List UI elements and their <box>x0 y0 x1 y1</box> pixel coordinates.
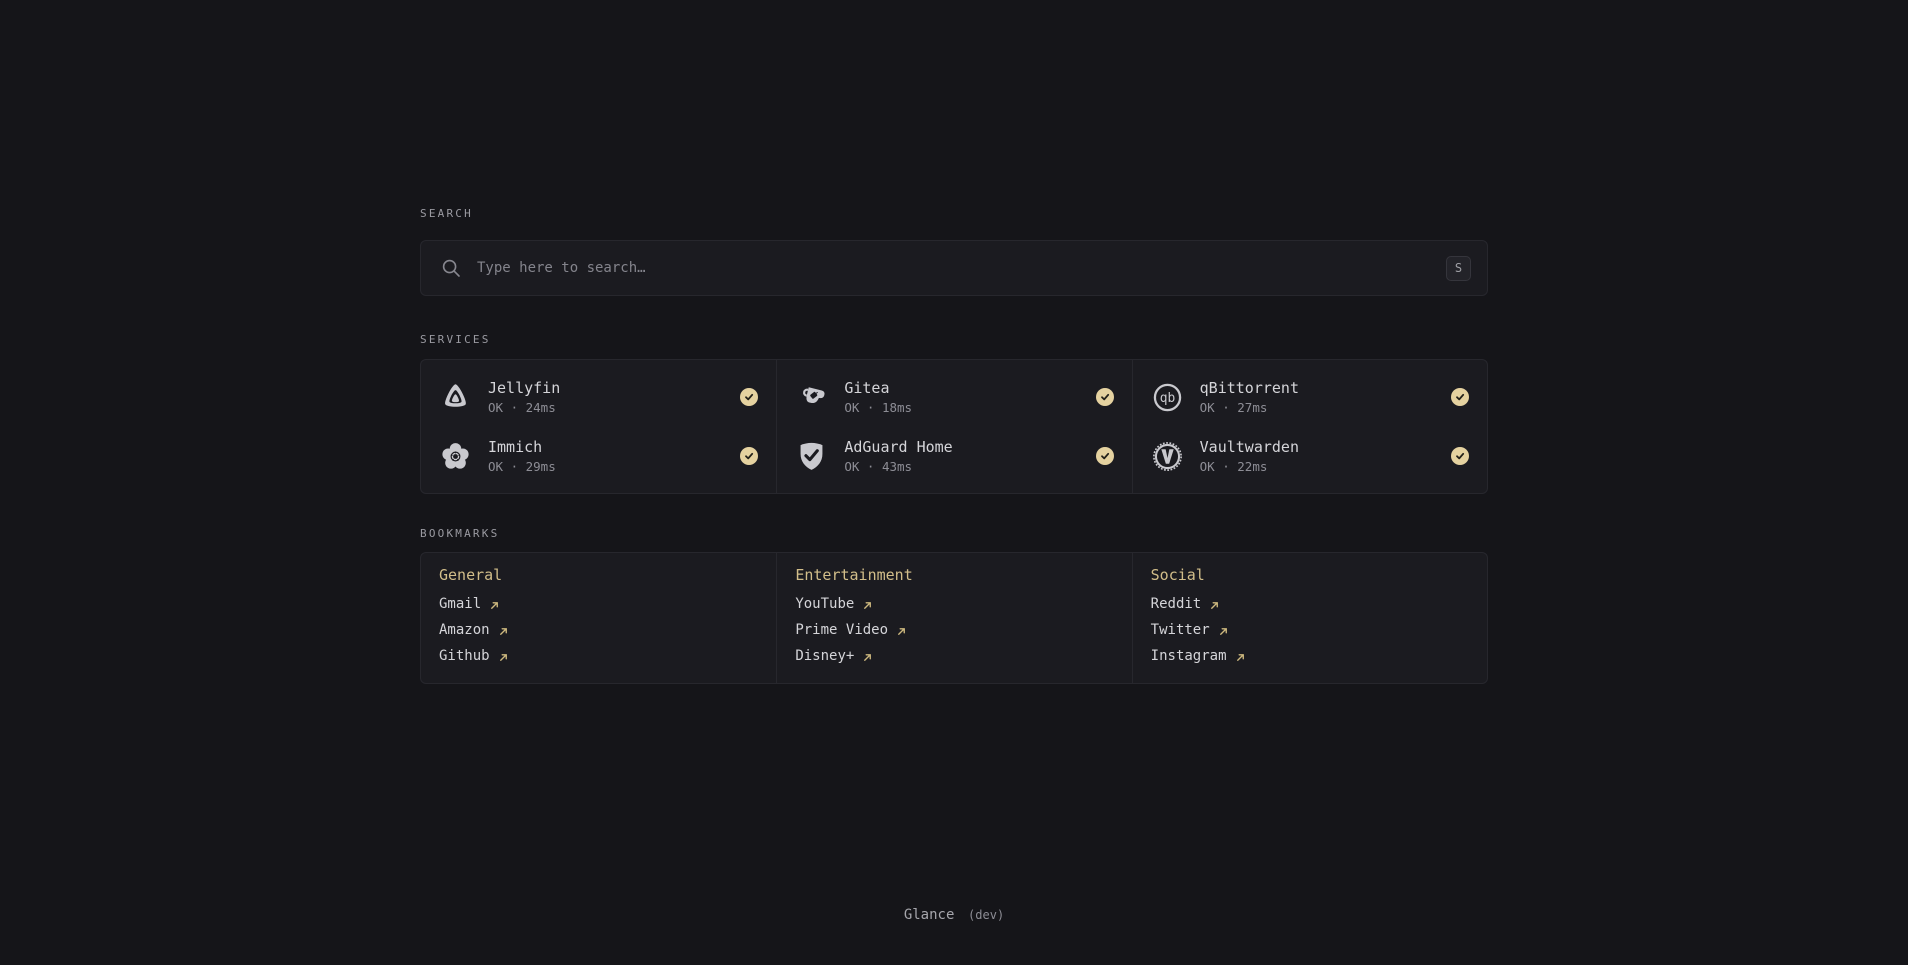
external-link-arrow-icon <box>862 600 873 611</box>
bookmark-link-label: Instagram <box>1150 648 1227 664</box>
service-text: Jellyfin OK · 24ms <box>488 379 560 416</box>
search-section-label: SEARCH <box>420 207 473 220</box>
bookmark-group-social: Social Reddit Twitter Instagram <box>1131 553 1487 683</box>
service-status: OK · 27ms <box>1199 399 1268 415</box>
bookmark-link-label: Amazon <box>439 622 490 638</box>
check-circle-icon[interactable] <box>1451 388 1469 406</box>
bookmark-link-label: Reddit <box>1150 596 1202 612</box>
service-vaultwarden[interactable]: Vaultwarden OK · 22ms <box>1151 431 1469 481</box>
service-text: AdGuard Home OK · 43ms <box>844 438 952 475</box>
services-column-2: Gitea OK · 18ms AdGuard <box>776 360 1131 493</box>
service-status: OK · 43ms <box>844 458 913 474</box>
bookmark-group-title: Entertainment <box>795 566 913 584</box>
bookmark-link-youtube[interactable]: YouTube <box>795 591 873 617</box>
service-status: OK · 22ms <box>1199 458 1268 474</box>
service-name: qBittorrent <box>1199 378 1299 397</box>
search-input[interactable] <box>477 260 1446 276</box>
svg-text:qb: qb <box>1159 391 1175 406</box>
footer: Glance (dev) <box>420 904 1488 923</box>
footer-app-name: Glance <box>903 907 955 923</box>
bookmark-group-entertainment: Entertainment YouTube Prime Video Disney… <box>776 553 1131 683</box>
service-name: Immich <box>488 437 543 456</box>
bookmarks-section-label: BOOKMARKS <box>420 527 500 540</box>
external-link-arrow-icon <box>498 626 509 637</box>
search-shortcut-key[interactable]: S <box>1446 255 1471 281</box>
bookmark-link-disney-plus[interactable]: Disney+ <box>795 643 873 669</box>
vaultwarden-logo-icon <box>1151 440 1184 473</box>
service-text: qBittorrent OK · 27ms <box>1200 379 1299 416</box>
bookmark-link-label: Twitter <box>1150 622 1210 638</box>
bookmark-group-general: General Gmail Amazon Github <box>421 553 776 683</box>
services-section-label: SERVICES <box>420 333 491 346</box>
external-link-arrow-icon <box>489 600 500 611</box>
bookmark-link-reddit[interactable]: Reddit <box>1151 591 1221 617</box>
immich-logo-icon <box>439 440 472 473</box>
service-name: Vaultwarden <box>1199 437 1299 456</box>
service-qbittorrent[interactable]: qb qBittorrent OK · 27ms <box>1151 372 1469 422</box>
bookmark-link-gmail[interactable]: Gmail <box>439 591 500 617</box>
external-link-arrow-icon <box>1209 600 1220 611</box>
service-status: OK · 29ms <box>488 458 556 474</box>
service-name: Jellyfin <box>488 378 561 397</box>
bookmark-group-title: Social <box>1150 566 1205 584</box>
check-circle-icon[interactable] <box>1095 447 1114 465</box>
external-link-arrow-icon <box>1218 626 1229 637</box>
service-jellyfin[interactable]: Jellyfin OK · 24ms <box>439 372 759 422</box>
service-gitea[interactable]: Gitea OK · 18ms <box>795 372 1114 422</box>
service-adguard-home[interactable]: AdGuard Home OK · 43ms <box>795 431 1114 481</box>
page-content: SEARCH S SERVICES <box>420 0 1488 923</box>
service-name: AdGuard Home <box>844 437 953 456</box>
bookmark-link-github[interactable]: Github <box>439 643 509 669</box>
external-link-arrow-icon <box>1235 652 1246 663</box>
services-column-3: qb qBittorrent OK · 27ms <box>1131 360 1487 493</box>
check-circle-icon[interactable] <box>740 447 759 465</box>
service-text: Vaultwarden OK · 22ms <box>1200 438 1299 475</box>
bookmarks-widget: BOOKMARKS General Gmail Amazon Github E <box>420 527 1488 684</box>
service-status: OK · 24ms <box>488 399 556 415</box>
bookmark-link-label: Disney+ <box>795 648 855 664</box>
service-status: OK · 18ms <box>844 399 913 415</box>
service-name: Gitea <box>844 378 890 397</box>
bookmark-link-label: Github <box>439 648 490 664</box>
jellyfin-logo-icon <box>439 381 472 414</box>
bookmark-link-label: YouTube <box>795 596 855 612</box>
services-widget: SERVICES Jellyfin OK · 24ms <box>420 333 1488 494</box>
bookmark-link-twitter[interactable]: Twitter <box>1151 617 1229 643</box>
external-link-arrow-icon <box>896 626 907 637</box>
bookmark-link-label: Prime Video <box>795 622 889 638</box>
external-link-arrow-icon <box>862 652 873 663</box>
qbittorrent-logo-icon: qb <box>1151 381 1184 414</box>
bookmark-link-label: Gmail <box>439 596 482 612</box>
service-text: Immich OK · 29ms <box>488 438 556 475</box>
service-immich[interactable]: Immich OK · 29ms <box>439 431 759 481</box>
search-bar: S <box>420 240 1488 296</box>
check-circle-icon[interactable] <box>1451 447 1469 465</box>
check-circle-icon[interactable] <box>1095 388 1114 406</box>
bookmarks-card: General Gmail Amazon Github Entertainmen… <box>420 552 1488 684</box>
search-widget: SEARCH S <box>420 207 1488 296</box>
adguard-logo-icon <box>795 440 828 473</box>
services-card: Jellyfin OK · 24ms <box>420 359 1488 494</box>
footer-environment: (dev) <box>968 908 1005 922</box>
services-column-1: Jellyfin OK · 24ms <box>421 360 776 493</box>
bookmark-link-prime-video[interactable]: Prime Video <box>795 617 907 643</box>
external-link-arrow-icon <box>498 652 509 663</box>
bookmark-link-instagram[interactable]: Instagram <box>1151 643 1246 669</box>
bookmark-group-title: General <box>439 566 503 584</box>
bookmark-link-amazon[interactable]: Amazon <box>439 617 509 643</box>
magnifier-icon <box>441 258 461 278</box>
check-circle-icon[interactable] <box>740 388 759 406</box>
gitea-logo-icon <box>795 381 828 414</box>
service-text: Gitea OK · 18ms <box>844 379 912 416</box>
